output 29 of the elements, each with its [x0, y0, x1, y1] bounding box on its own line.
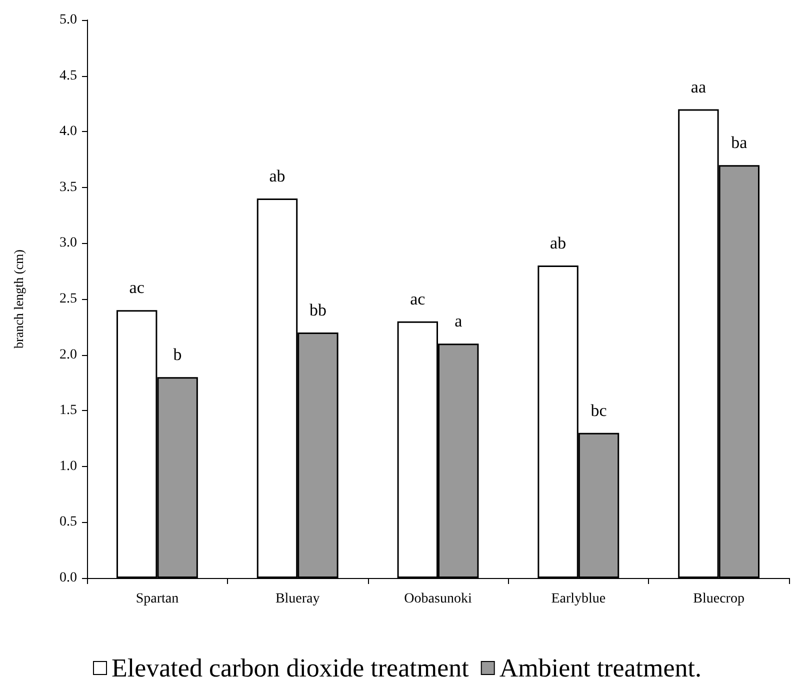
x-tick-label: Bluecrop	[693, 592, 744, 606]
data-label: a	[454, 312, 463, 331]
x-tick-label: Oobasunoki	[404, 592, 472, 606]
legend-label: Elevated carbon dioxide treatment	[112, 654, 470, 682]
legend-label: Ambient treatment.	[499, 654, 702, 682]
data-label: aa	[690, 77, 706, 96]
y-tick-label: 0.5	[60, 514, 77, 530]
y-tick-label: 2.5	[60, 292, 77, 306]
y-tick-label: 4.0	[60, 124, 77, 140]
data-label: ac	[410, 289, 426, 308]
data-label: bc	[590, 400, 608, 420]
x-tick-label: Earlyblue	[551, 592, 606, 606]
y-tick-label: 3.5	[60, 180, 77, 195]
x-tick-label: Spartan	[136, 592, 179, 606]
data-label: ba	[731, 133, 748, 152]
data-label: b	[173, 345, 182, 364]
y-tick-label: 3.0	[60, 236, 77, 251]
y-tick-label: 2.0	[60, 347, 77, 362]
y-tick-label: 1.0	[60, 458, 77, 474]
x-tick-label: Blueray	[275, 592, 320, 606]
y-axis-title: branch length (cm)	[11, 250, 26, 348]
y-tick-label: 1.5	[60, 403, 77, 418]
y-tick-label: 0.0	[60, 570, 77, 586]
y-tick-label: 4.5	[60, 68, 77, 84]
data-label: ac	[129, 278, 145, 298]
data-label: ab	[550, 234, 566, 253]
data-label: bb	[309, 300, 326, 320]
data-label: ab	[269, 166, 286, 186]
y-tick-label: 5.0	[60, 12, 77, 28]
